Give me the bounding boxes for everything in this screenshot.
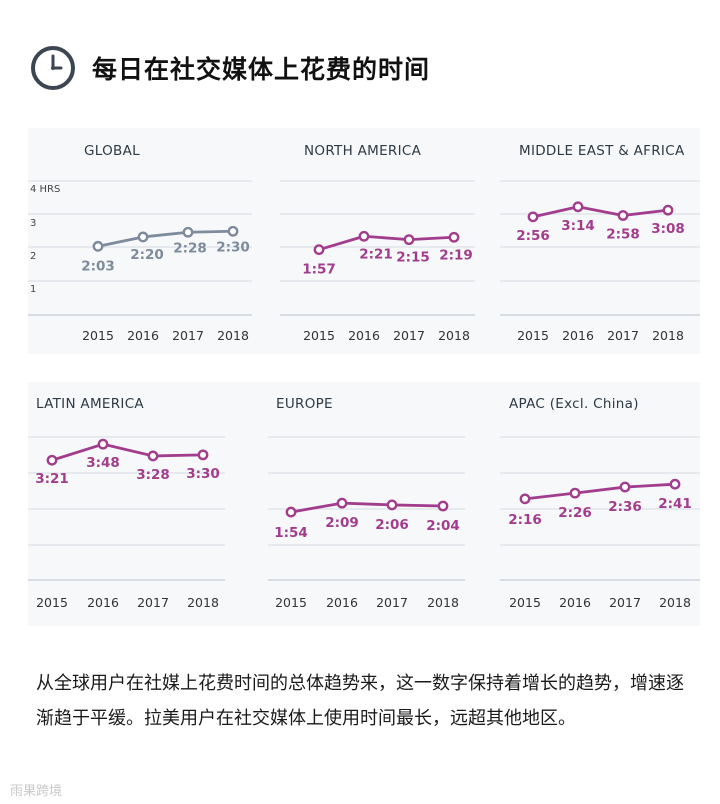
data-point bbox=[92, 240, 104, 252]
chart-title: GLOBAL bbox=[84, 143, 140, 159]
x-tick-label: 2016 bbox=[87, 595, 119, 610]
data-label: 2:28 bbox=[173, 240, 207, 256]
data-point bbox=[285, 506, 297, 518]
data-label: 2:21 bbox=[359, 246, 393, 262]
chart-title: APAC (Excl. China) bbox=[509, 396, 639, 412]
header: 每日在社交媒体上花费的时间 bbox=[30, 42, 430, 94]
data-point bbox=[572, 201, 584, 213]
x-tick-label: 2016 bbox=[562, 328, 594, 343]
data-point bbox=[448, 231, 460, 243]
data-point bbox=[519, 493, 531, 505]
series-line bbox=[97, 229, 234, 248]
chart-title: EUROPE bbox=[276, 396, 333, 412]
x-tick-label: 2017 bbox=[609, 595, 641, 610]
data-label: 2:16 bbox=[508, 512, 542, 528]
data-point bbox=[437, 500, 449, 512]
x-tick-label: 2018 bbox=[652, 328, 684, 343]
data-point bbox=[358, 230, 370, 242]
data-point bbox=[617, 210, 629, 221]
data-label: 3:08 bbox=[651, 221, 685, 237]
chart-title: MIDDLE EAST & AFRICA bbox=[519, 143, 685, 159]
data-label: 2:06 bbox=[375, 517, 409, 533]
data-label: 1:57 bbox=[302, 262, 336, 278]
x-tick-label: 2018 bbox=[659, 595, 691, 610]
data-point bbox=[227, 225, 239, 237]
x-tick-label: 2016 bbox=[326, 595, 358, 610]
data-label: 2:19 bbox=[439, 247, 473, 263]
data-label: 2:03 bbox=[81, 258, 115, 274]
data-point bbox=[182, 226, 194, 238]
data-point bbox=[669, 478, 681, 490]
data-point bbox=[662, 204, 674, 216]
x-tick-label: 2015 bbox=[303, 328, 335, 343]
data-point bbox=[527, 211, 539, 223]
data-point bbox=[46, 454, 58, 466]
y-tick-label: 3 bbox=[30, 218, 36, 229]
data-point bbox=[147, 450, 159, 462]
x-tick-label: 2015 bbox=[275, 595, 307, 610]
data-label: 2:04 bbox=[426, 518, 460, 534]
x-tick-label: 2015 bbox=[509, 595, 541, 610]
data-point bbox=[569, 487, 581, 499]
x-tick-label: 2015 bbox=[517, 328, 549, 343]
watermark: 雨果跨境 bbox=[10, 784, 63, 799]
x-tick-label: 2017 bbox=[607, 328, 639, 343]
data-point bbox=[619, 481, 631, 493]
data-label: 2:56 bbox=[516, 228, 550, 244]
x-tick-label: 2018 bbox=[187, 595, 219, 610]
series-line bbox=[290, 501, 444, 514]
x-tick-label: 2016 bbox=[127, 328, 159, 343]
y-tick-label: 4 HRS bbox=[30, 184, 60, 195]
x-tick-label: 2017 bbox=[393, 328, 425, 343]
data-point bbox=[403, 234, 415, 246]
data-point bbox=[97, 438, 109, 450]
data-label: 2:36 bbox=[608, 499, 642, 515]
clock-icon bbox=[31, 46, 75, 90]
chart-title: LATIN AMERICA bbox=[36, 396, 144, 412]
data-label: 3:21 bbox=[35, 471, 69, 487]
data-label: 3:30 bbox=[186, 466, 220, 482]
series-line bbox=[524, 482, 676, 501]
data-label: 3:28 bbox=[136, 467, 170, 483]
series-line bbox=[51, 442, 204, 462]
data-label: 3:14 bbox=[561, 218, 595, 234]
data-label: 2:15 bbox=[396, 250, 430, 266]
summary-paragraph: 从全球用户在社媒上花费时间的总体趋势来，这一数字保持着增长的趋势，增速逐渐趋于平… bbox=[36, 673, 684, 729]
data-point bbox=[336, 497, 348, 509]
x-tick-label: 2016 bbox=[559, 595, 591, 610]
data-label: 3:48 bbox=[86, 455, 120, 471]
data-label: 2:26 bbox=[558, 505, 592, 521]
data-point bbox=[197, 449, 209, 461]
x-tick-label: 2018 bbox=[427, 595, 459, 610]
series-line bbox=[318, 234, 455, 252]
charts-canvas: 4 HRS 3 2 1 GLOBAL 2:03 2:20 2:28 2:30 2015 2016 20… bbox=[28, 143, 700, 610]
data-point bbox=[386, 499, 398, 511]
x-tick-label: 2018 bbox=[217, 328, 249, 343]
data-label: 2:41 bbox=[658, 496, 692, 512]
chart-title: NORTH AMERICA bbox=[304, 143, 422, 159]
x-tick-label: 2017 bbox=[172, 328, 204, 343]
page-title: 每日在社交媒体上花费的时间 bbox=[92, 55, 431, 84]
y-tick-label: 2 bbox=[30, 251, 36, 262]
data-label: 2:09 bbox=[325, 515, 359, 531]
data-label: 2:58 bbox=[606, 227, 640, 243]
data-point bbox=[313, 244, 325, 256]
x-tick-label: 2017 bbox=[137, 595, 169, 610]
y-tick-label: 1 bbox=[30, 284, 36, 295]
x-tick-label: 2017 bbox=[376, 595, 408, 610]
data-label: 1:54 bbox=[274, 525, 308, 541]
x-tick-label: 2015 bbox=[82, 328, 114, 343]
x-tick-label: 2015 bbox=[36, 595, 68, 610]
data-point bbox=[137, 231, 149, 243]
x-tick-label: 2016 bbox=[348, 328, 380, 343]
x-tick-label: 2018 bbox=[438, 328, 470, 343]
data-label: 2:30 bbox=[216, 239, 250, 255]
data-label: 2:20 bbox=[130, 247, 164, 263]
series-line bbox=[532, 205, 669, 219]
